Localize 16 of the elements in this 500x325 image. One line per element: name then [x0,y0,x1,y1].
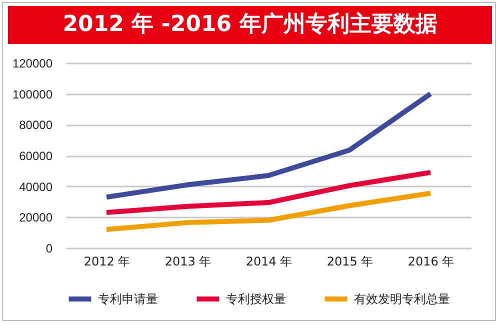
y-tick-label: 100000 [12,87,53,102]
legend-label: 专利授权量 [226,292,286,306]
x-tick-label: 2015 年 [326,254,374,268]
y-tick-label: 0 [46,242,53,256]
y-tick-label: 20000 [19,210,53,225]
legend-label: 有效发明专利总量 [354,292,450,306]
x-tick-label: 2013 年 [164,254,212,268]
y-tick-label: 40000 [19,180,53,194]
x-tick-label: 2012 年 [84,254,130,268]
y-tick-label: 120000 [12,56,53,70]
x-tick-label: 2016 年 [408,254,454,268]
y-tick-label: 60000 [19,149,53,163]
x-tick-label: 2014 年 [246,254,292,268]
chart-title: 2012 年 -2016 年广州专利主要数据 [8,6,492,44]
legend-label: 专利申请量 [98,292,158,306]
y-tick-label: 80000 [19,118,53,132]
